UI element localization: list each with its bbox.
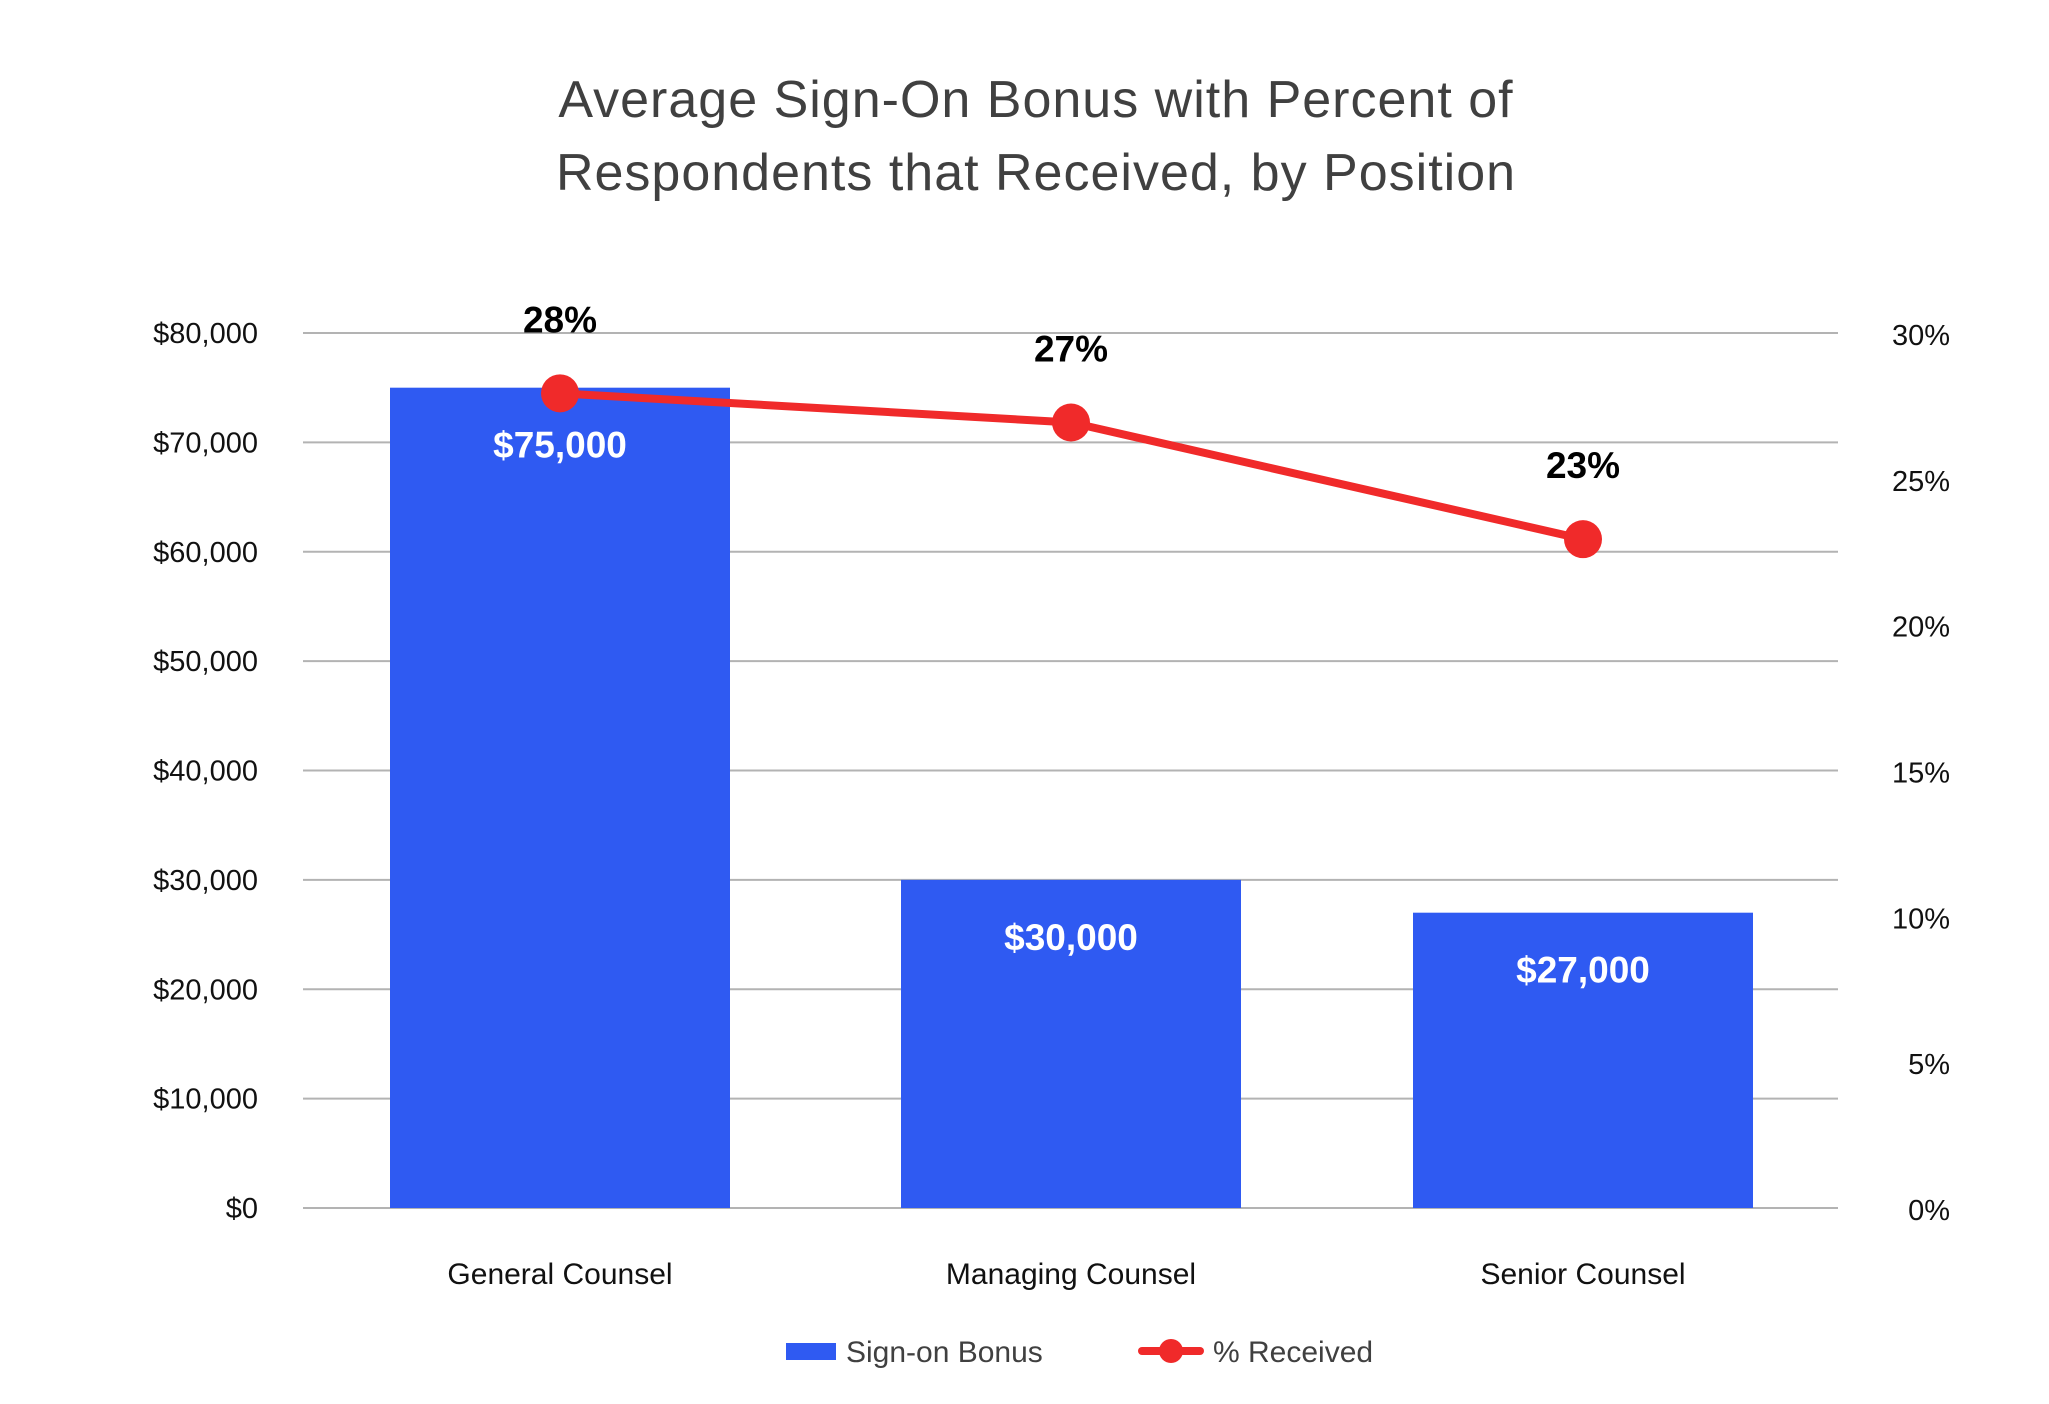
y-left-tick-label: $0 <box>226 1193 258 1225</box>
percent-point <box>541 374 579 413</box>
y-left-tick-label: $20,000 <box>153 974 258 1006</box>
y-right-tick-label: 10% <box>1892 903 1950 935</box>
chart-title: Average Sign-On Bonus with Percent of Res… <box>556 71 1516 202</box>
chart-title-line: Respondents that Received, by Position <box>556 144 1516 202</box>
y-axis-right: 0% 5% 10% 15% 20% 25% 30% <box>1892 320 1950 1227</box>
legend-line-marker <box>1159 1339 1183 1363</box>
legend-label-received: % Received <box>1213 1336 1373 1369</box>
bar <box>390 387 730 1208</box>
y-left-tick-label: $70,000 <box>153 427 258 459</box>
y-left-tick-label: $80,000 <box>153 318 258 350</box>
bar-data-labels: $75,000 $30,000 $27,000 <box>493 425 1650 991</box>
y-axis-left: $0 $10,000 $20,000 $30,000 $40,000 $50,000 $60… <box>153 318 258 1225</box>
bar-value-label: $75,000 <box>493 425 627 466</box>
percent-value-label: 27% <box>1034 329 1108 370</box>
y-left-tick-label: $10,000 <box>153 1084 258 1116</box>
y-right-tick-label: 30% <box>1892 320 1950 352</box>
y-right-tick-label: 15% <box>1892 758 1950 790</box>
y-right-tick-label: 5% <box>1908 1049 1950 1081</box>
percent-point <box>1564 520 1602 559</box>
bar <box>901 879 1241 1208</box>
bar-value-label: $30,000 <box>1004 917 1138 958</box>
y-left-tick-label: $40,000 <box>153 756 258 788</box>
x-axis: General Counsel Managing Counsel Senior Co… <box>447 1258 1685 1291</box>
y-left-tick-label: $30,000 <box>153 865 258 897</box>
line-series <box>541 374 1602 559</box>
line-data-labels: 28% 27% 23% <box>523 299 1620 486</box>
y-right-tick-label: 0% <box>1908 1195 1950 1227</box>
bar-series <box>390 387 1753 1208</box>
legend: Sign-on Bonus % Received <box>786 1336 1373 1369</box>
bar-value-label: $27,000 <box>1516 950 1650 991</box>
percent-value-label: 28% <box>523 299 597 340</box>
y-left-tick-label: $60,000 <box>153 537 258 569</box>
x-category-label: Managing Counsel <box>946 1258 1196 1291</box>
x-category-label: General Counsel <box>447 1258 672 1291</box>
y-left-tick-label: $50,000 <box>153 646 258 678</box>
legend-label-bonus: Sign-on Bonus <box>846 1336 1043 1369</box>
x-category-label: Senior Counsel <box>1480 1258 1685 1291</box>
y-right-tick-label: 25% <box>1892 466 1950 498</box>
y-right-tick-label: 20% <box>1892 612 1950 644</box>
percent-point <box>1052 403 1090 442</box>
percent-value-label: 23% <box>1546 445 1620 486</box>
bar <box>1413 912 1753 1208</box>
chart-title-line: Average Sign-On Bonus with Percent of <box>558 71 1513 129</box>
legend-bar-swatch <box>786 1343 836 1360</box>
